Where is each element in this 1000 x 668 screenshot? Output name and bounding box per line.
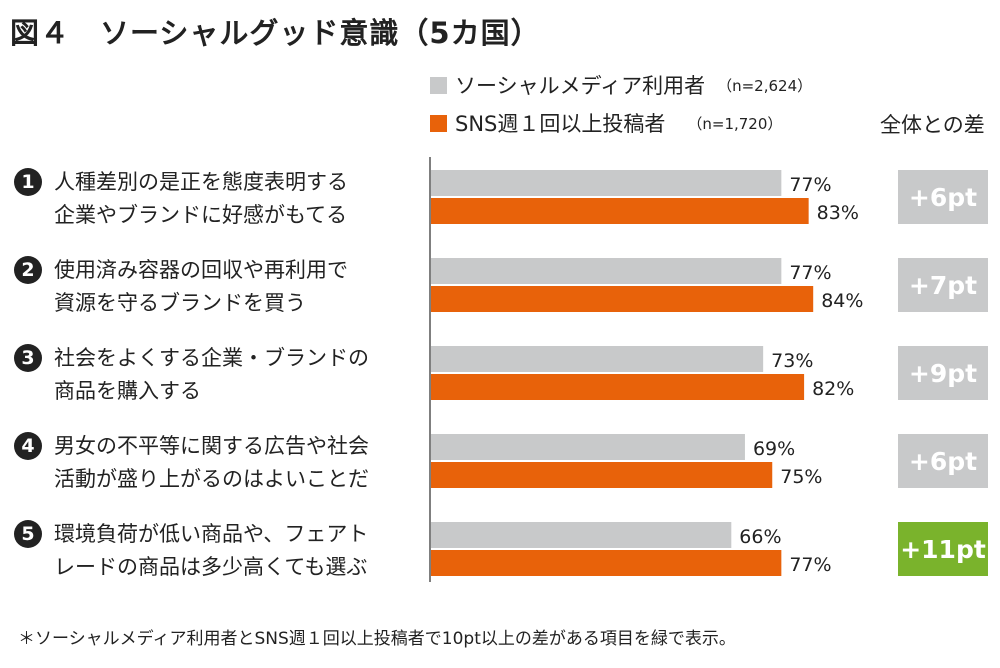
footnote: ＊ソーシャルメディア利用者とSNS週１回以上投稿者で10pt以上の差がある項目を…	[18, 629, 736, 649]
category-number-badge: 2	[14, 256, 42, 284]
category-label-line: 人種差別の是正を態度表明する	[54, 170, 348, 194]
bar-social-media-users	[431, 170, 782, 196]
bar-value-label: 84%	[821, 290, 863, 312]
legend-item-social-media-users: ソーシャルメディア利用者 （n=2,624）	[430, 70, 812, 100]
chart-title: 図４ ソーシャルグッド意識（5カ国）	[10, 16, 541, 50]
bar-value-label: 75%	[780, 466, 822, 488]
diff-badge	[898, 258, 988, 312]
category-number-badge: 4	[14, 432, 42, 460]
category-label-line: 活動が盛り上がるのはよいことだ	[54, 467, 369, 491]
category-number-badge: 1	[14, 168, 42, 196]
bar-weekly-posters	[431, 550, 782, 576]
category-label: 5 環境負荷が低い商品や、フェアト レードの商品は多少高くても選ぶ	[14, 518, 424, 584]
diff-value: +6pt	[909, 447, 977, 476]
bar-social-media-users	[431, 258, 782, 284]
legend-swatch	[430, 76, 447, 94]
legend-swatch	[430, 114, 447, 132]
bar-weekly-posters	[431, 462, 773, 488]
diff-badge	[898, 346, 988, 400]
bar-value-label: 77%	[789, 262, 831, 284]
category-label-line: レードの商品は多少高くても選ぶ	[54, 555, 368, 579]
bar-weekly-posters	[431, 198, 809, 224]
legend-label: SNS週１回以上投稿者	[455, 112, 666, 136]
category-number-badge: 3	[14, 344, 42, 372]
category-number-badge: 5	[14, 520, 42, 548]
legend-n: （n=2,624）	[717, 76, 813, 95]
bar-value-label: 69%	[753, 438, 795, 460]
bar-social-media-users	[431, 522, 732, 548]
diff-header: 全体との差	[880, 113, 985, 137]
diff-value: +7pt	[909, 271, 977, 300]
bar-social-media-users	[431, 434, 745, 460]
category-label-line: 企業やブランドに好感がもてる	[54, 203, 348, 227]
diff-value: +9pt	[909, 359, 977, 388]
bar-value-label: 77%	[789, 554, 831, 576]
bar-value-label: 77%	[789, 174, 831, 196]
category-label-line: 男女の不平等に関する広告や社会	[54, 434, 369, 458]
bar-value-label: 82%	[812, 378, 854, 400]
legend-n: （n=1,720）	[687, 114, 783, 133]
category-label-line: 使用済み容器の回収や再利用で	[54, 258, 348, 282]
category-label-line: 資源を守るブランドを買う	[54, 291, 306, 315]
category-label-line: 環境負荷が低い商品や、フェアト	[54, 522, 369, 546]
category-label: 3 社会をよくする企業・ブランドの 商品を購入する	[14, 342, 424, 408]
diff-badge	[898, 522, 988, 576]
bar-value-label: 66%	[739, 526, 781, 548]
bar-weekly-posters	[431, 374, 805, 400]
legend-item-weekly-posters: SNS週１回以上投稿者 （n=1,720）	[430, 108, 782, 138]
diff-value: +6pt	[909, 183, 977, 212]
diff-value: +11pt	[900, 535, 986, 564]
category-label: 4 男女の不平等に関する広告や社会 活動が盛り上がるのはよいことだ	[14, 430, 424, 496]
bar-weekly-posters	[431, 286, 814, 312]
category-label-line: 商品を購入する	[54, 379, 201, 403]
legend-label: ソーシャルメディア利用者	[455, 74, 706, 98]
bar-value-label: 83%	[817, 202, 859, 224]
bar-social-media-users	[431, 346, 764, 372]
category-label: 2 使用済み容器の回収や再利用で 資源を守るブランドを買う	[14, 254, 424, 320]
bar-value-label: 73%	[771, 350, 813, 372]
category-label: 1 人種差別の是正を態度表明する 企業やブランドに好感がもてる	[14, 166, 424, 232]
category-label-line: 社会をよくする企業・ブランドの	[54, 346, 369, 370]
diff-badge	[898, 434, 988, 488]
diff-badge	[898, 170, 988, 224]
